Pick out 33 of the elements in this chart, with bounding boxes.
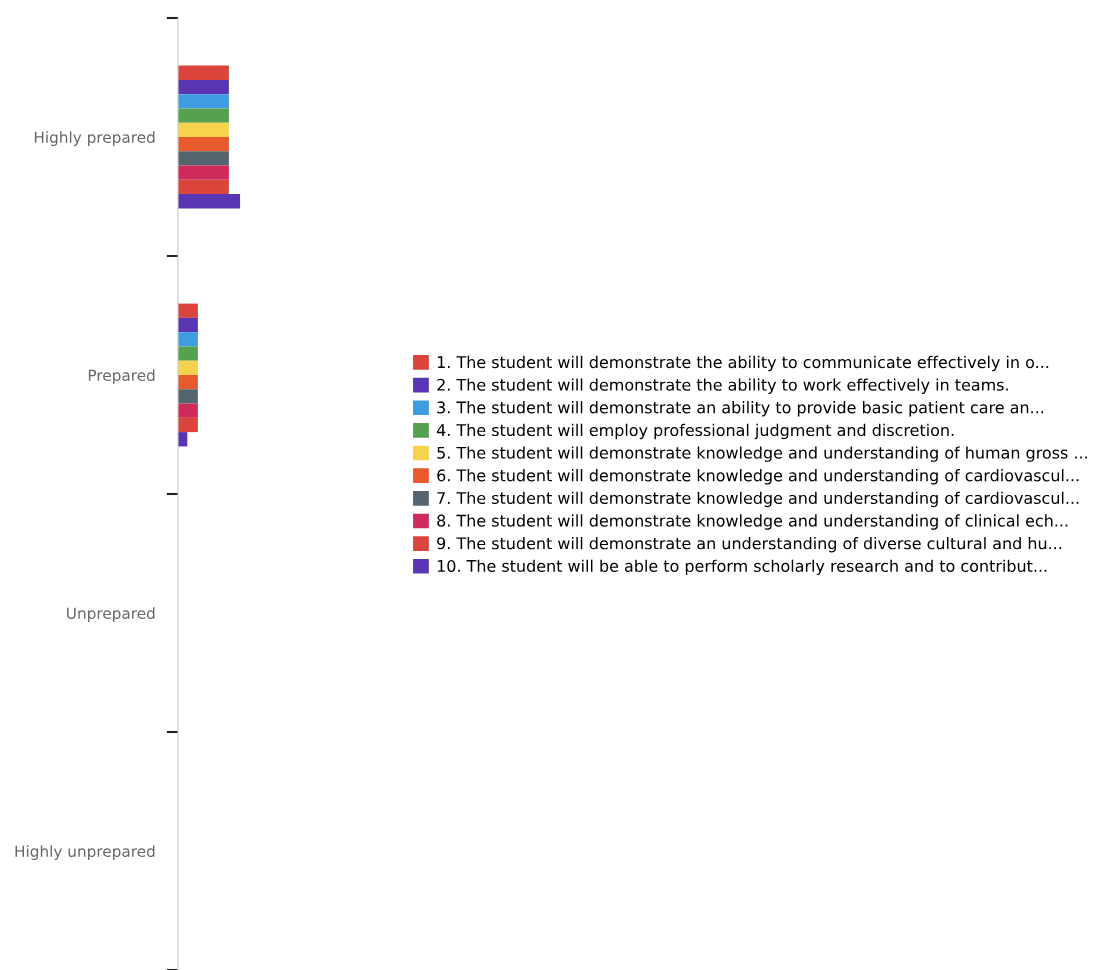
- bar: [178, 332, 198, 347]
- legend-label: 9. The student will demonstrate an understanding of diverse cultural and hu...: [437, 536, 1062, 553]
- bar: [178, 165, 229, 180]
- legend-label: 1. The student will demonstrate the ability to communicate effectively in o...: [437, 355, 1049, 372]
- legend-label: 10. The student will be able to perform scholarly research and to contribut...: [437, 559, 1047, 576]
- bar: [178, 94, 229, 109]
- bar: [178, 179, 229, 195]
- bar: [178, 375, 198, 390]
- y-tick-label: Highly prepared: [34, 131, 155, 146]
- legend-label: 7. The student will demonstrate knowledge and understanding of cardiovascul...: [437, 491, 1079, 508]
- bar: [178, 108, 229, 123]
- bar: [178, 389, 198, 404]
- bar: [178, 151, 229, 166]
- bar: [178, 122, 229, 137]
- legend-label: 2. The student will demonstrate the ability to work effectively in teams.: [437, 378, 1008, 394]
- legend-label: 4. The student will employ professional judgment and discretion.: [436, 423, 954, 440]
- bar: [178, 417, 198, 433]
- bar: [178, 346, 198, 361]
- y-tick-label: Prepared: [88, 369, 155, 384]
- bar: [178, 303, 198, 318]
- legend-label: 5. The student will demonstrate knowledge and understanding of human gross ...: [437, 446, 1087, 462]
- bar: [178, 317, 198, 333]
- legend-label: 3. The student will demonstrate an ability to provide basic patient care an...: [437, 401, 1044, 417]
- bar: [178, 403, 198, 418]
- bar: [178, 194, 241, 209]
- legend-label: 8. The student will demonstrate knowledge and understanding of clinical ech...: [437, 514, 1068, 530]
- bar: [178, 360, 198, 375]
- legend-label: 6. The student will demonstrate knowledge and understanding of cardiovascul...: [437, 469, 1079, 485]
- y-tick-label: Highly unprepared: [15, 845, 155, 860]
- y-tick-label: Unprepared: [67, 607, 155, 622]
- bar: [178, 79, 229, 95]
- bar: [178, 137, 229, 152]
- bar: [178, 65, 229, 80]
